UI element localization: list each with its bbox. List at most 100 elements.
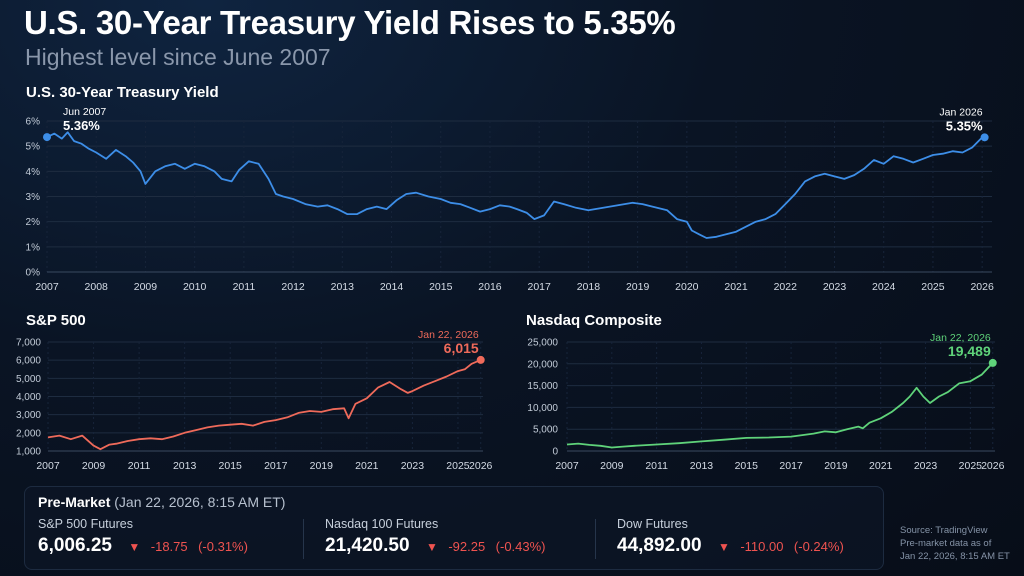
yield-annotation-label: Jan 2026 xyxy=(939,106,982,118)
nasdaq-annotation-label: Jan 22, 2026 xyxy=(930,332,991,344)
nasdaq-futures: Nasdaq 100 Futures 21,420.50 ▼ -92.25 (-… xyxy=(325,517,552,557)
nasdaq-xtick-label: 2021 xyxy=(869,460,893,472)
yield-xtick-label: 2012 xyxy=(281,281,305,293)
nasdaq-chart-title: Nasdaq Composite xyxy=(526,312,662,329)
yield-xtick-label: 2020 xyxy=(675,281,699,293)
yield-xtick-label: 2007 xyxy=(35,281,59,293)
sp500-annotation-label: Jan 22, 2026 xyxy=(418,329,479,341)
subheadline: Highest level since June 2007 xyxy=(25,44,331,70)
nasdaq-ytick-label: 5,000 xyxy=(533,425,558,436)
sp500-xtick-label: 2015 xyxy=(219,460,243,472)
sp500-xtick-label: 2023 xyxy=(401,460,425,472)
sp500-futures-label: S&P 500 Futures xyxy=(38,517,133,531)
nasdaq-annotation-value: 19,489 xyxy=(948,343,991,359)
yield-ytick-label: 3% xyxy=(26,192,41,203)
headline: U.S. 30-Year Treasury Yield Rises to 5.3… xyxy=(24,4,676,41)
premarket-divider xyxy=(595,519,596,559)
yield-xtick-label: 2013 xyxy=(331,281,355,293)
sp500-ytick-label: 3,000 xyxy=(16,410,41,421)
dow-futures: Dow Futures 44,892.00 ▼ -110.00 (-0.24%) xyxy=(617,517,850,557)
sp500-futures: S&P 500 Futures 6,006.25 ▼ -18.75 (-0.31… xyxy=(38,517,254,557)
yield-xtick-label: 2008 xyxy=(85,281,109,293)
yield-xtick-label: 2010 xyxy=(183,281,207,293)
sp500-xtick-label: 2025 xyxy=(446,460,470,472)
sp500-futures-value: 6,006.25 xyxy=(38,535,112,556)
yield-marker xyxy=(980,133,989,142)
sp500-xtick-label: 2021 xyxy=(355,460,379,472)
premarket-title: Pre-Market xyxy=(38,494,111,510)
nasdaq-xtick-label: 2013 xyxy=(690,460,714,472)
premarket-divider xyxy=(303,519,304,559)
down-arrow-icon: ▼ xyxy=(717,540,730,554)
yield-xtick-label: 2019 xyxy=(626,281,650,293)
premarket-header: Pre-Market (Jan 22, 2026, 8:15 AM ET) xyxy=(38,494,285,510)
yield-ytick-label: 2% xyxy=(26,217,41,228)
source-note: Source: TradingView Pre-market data as o… xyxy=(900,524,1010,563)
nasdaq-xtick-label: 2017 xyxy=(779,460,803,472)
source-line: Source: TradingView xyxy=(900,525,988,536)
dow-futures-label: Dow Futures xyxy=(617,517,688,531)
sp500-xtick-label: 2011 xyxy=(128,460,151,472)
sp500-ytick-label: 7,000 xyxy=(16,338,41,349)
dow-futures-pct: (-0.24%) xyxy=(793,539,844,554)
yield-xtick-label: 2009 xyxy=(134,281,158,293)
yield-ytick-label: 4% xyxy=(26,167,41,178)
nasdaq-ytick-label: 10,000 xyxy=(527,403,558,414)
sp500-annotation-value: 6,015 xyxy=(444,340,479,356)
nasdaq-ytick-label: 25,000 xyxy=(527,338,558,349)
sp500-ytick-label: 6,000 xyxy=(16,356,41,367)
nasdaq-xtick-label: 2011 xyxy=(645,460,668,472)
yield-annotation-value: 5.36% xyxy=(63,118,100,133)
nasdaq-futures-change: -92.25 xyxy=(448,539,486,554)
source-line: Pre-market data as of xyxy=(900,538,992,549)
yield-series-line xyxy=(46,131,985,239)
yield-xtick-label: 2024 xyxy=(872,281,896,293)
nasdaq-futures-value: 21,420.50 xyxy=(325,535,410,556)
yield-marker xyxy=(43,133,51,142)
yield-annotation-value: 5.35% xyxy=(946,118,983,133)
yield-chart: 0% 1% 2% 3% 4% 5% 6% 2007 2008 2009 2010 2011 2012 20… xyxy=(25,106,994,293)
yield-ytick-label: 6% xyxy=(26,117,41,128)
yield-xtick-label: 2014 xyxy=(380,281,404,293)
sp500-series-line xyxy=(47,359,482,451)
sp500-chart-title: S&P 500 xyxy=(26,312,86,329)
yield-xtick-label: 2026 xyxy=(970,281,994,293)
nasdaq-ytick-label: 20,000 xyxy=(527,359,558,370)
nasdaq-ytick-label: 15,000 xyxy=(527,381,558,392)
yield-xtick-label: 2025 xyxy=(921,281,945,293)
nasdaq-xtick-label: 2015 xyxy=(735,460,759,472)
yield-xtick-label: 2021 xyxy=(724,281,748,293)
sp500-xtick-label: 2013 xyxy=(173,460,197,472)
yield-xtick-label: 2015 xyxy=(429,281,453,293)
sp500-ytick-label: 4,000 xyxy=(16,392,41,403)
sp500-xtick-label: 2019 xyxy=(310,460,334,472)
nasdaq-futures-pct: (-0.43%) xyxy=(495,539,546,554)
sp500-xtick-label: 2017 xyxy=(264,460,288,472)
sp500-xtick-label: 2026 xyxy=(469,460,493,472)
sp500-futures-pct: (-0.31%) xyxy=(198,539,248,554)
nasdaq-chart: 0 5,000 10,000 15,000 20,000 25,000 2007 2009 20… xyxy=(527,332,1004,472)
nasdaq-xtick-label: 2009 xyxy=(600,460,624,472)
yield-xtick-label: 2016 xyxy=(478,281,502,293)
dow-futures-change: -110.00 xyxy=(740,539,784,554)
sp500-ytick-label: 1,000 xyxy=(16,447,41,458)
sp500-xtick-label: 2009 xyxy=(82,460,106,472)
yield-xtick-label: 2011 xyxy=(233,281,256,293)
yield-xtick-label: 2023 xyxy=(823,281,847,293)
source-line: Jan 22, 2026, 8:15 AM ET xyxy=(900,551,1010,562)
yield-xtick-label: 2022 xyxy=(774,281,798,293)
nasdaq-futures-label: Nasdaq 100 Futures xyxy=(325,517,439,531)
yield-ytick-label: 0% xyxy=(26,268,41,279)
sp500-ytick-label: 5,000 xyxy=(16,374,41,385)
down-arrow-icon: ▼ xyxy=(128,540,141,554)
dow-futures-value: 44,892.00 xyxy=(617,535,702,556)
nasdaq-marker xyxy=(988,358,997,367)
nasdaq-series-line xyxy=(566,362,994,449)
yield-ytick-label: 5% xyxy=(26,142,41,153)
nasdaq-xtick-label: 2007 xyxy=(555,460,579,472)
sp500-chart: 1,000 2,000 3,000 4,000 5,000 6,000 7,000 2007 2… xyxy=(16,329,493,472)
yield-annotation-label: Jun 2007 xyxy=(63,106,106,118)
premarket-date: (Jan 22, 2026, 8:15 AM ET) xyxy=(114,494,286,510)
yield-chart-title: U.S. 30-Year Treasury Yield xyxy=(26,84,219,101)
premarket-panel: Pre-Market (Jan 22, 2026, 8:15 AM ET) S&… xyxy=(24,486,884,570)
